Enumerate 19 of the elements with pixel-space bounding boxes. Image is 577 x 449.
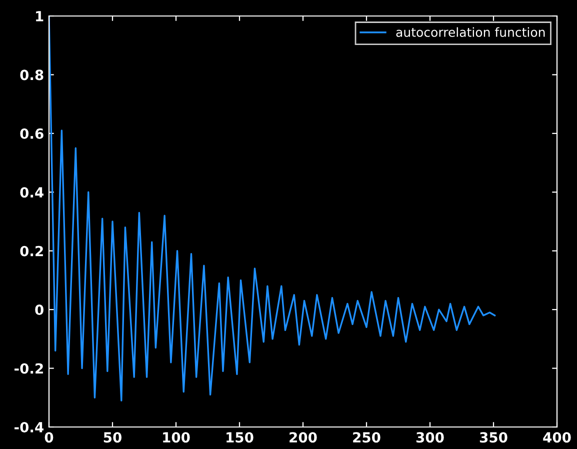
y-tick-label: 0.8 xyxy=(20,70,44,80)
y-tick-label: 1 xyxy=(36,11,44,22)
x-tick-label: 300 xyxy=(416,432,444,443)
x-tick-label: 200 xyxy=(290,432,317,443)
y-tick-label: 0.6 xyxy=(20,128,44,139)
x-tick-label: 50 xyxy=(104,432,122,443)
legend-label: autocorrelation function xyxy=(396,27,545,37)
x-tick-label: 100 xyxy=(163,432,190,443)
y-tick-label: -0.4 xyxy=(14,422,44,432)
x-tick-label: 0 xyxy=(44,432,54,443)
line-series xyxy=(49,16,496,402)
x-tick-label: 150 xyxy=(226,432,254,443)
x-tick-label: 350 xyxy=(480,432,508,443)
x-tick-label: 400 xyxy=(543,432,571,443)
y-tick-label: 0.4 xyxy=(20,187,44,198)
y-tick-label: 0 xyxy=(35,304,44,316)
y-tick-label: 0.2 xyxy=(20,246,43,256)
x-tick-label: 250 xyxy=(353,432,380,443)
y-tick-label: -0.2 xyxy=(14,363,43,374)
